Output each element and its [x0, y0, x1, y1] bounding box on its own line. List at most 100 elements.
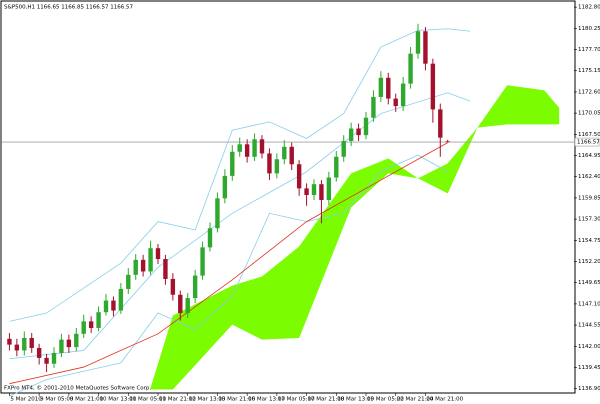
candle-body [363, 117, 369, 136]
y-tick-label: 1164.95 [578, 153, 600, 159]
x-tick-label: 19 Mar 05:00 [367, 397, 404, 403]
indicator-line [9, 142, 448, 385]
candle-body [200, 247, 205, 276]
candle-body [326, 177, 332, 200]
candle-body [282, 146, 287, 160]
candle-body [289, 146, 294, 165]
y-tick-label: 1142.00 [578, 344, 600, 350]
x-tick-label: 9 Mar 21:00 [70, 397, 104, 403]
x-tick-label: 16 Mar 13:00 [248, 397, 285, 403]
candle-body [415, 31, 421, 54]
candle-body [29, 337, 34, 348]
y-tick-label: 1157.30 [578, 217, 600, 223]
x-tick-label: 9 Mar 05:00 [40, 397, 74, 403]
candle-body [111, 300, 116, 311]
y-tick-label: 1147.10 [578, 301, 600, 307]
candle-body [334, 156, 339, 178]
candle-body [400, 83, 406, 107]
x-tick-label: 22 Mar 21:00 [397, 397, 434, 403]
candle-body [51, 352, 57, 364]
y-tick-label: 1159.85 [578, 195, 600, 201]
y-tick-label: 1144.55 [578, 323, 600, 329]
candle-body [155, 248, 161, 260]
x-tick-label: 18 Mar 13:00 [337, 397, 374, 403]
candle-body [304, 188, 309, 196]
y-tick-label: 1177.70 [578, 47, 600, 53]
indicator-line [9, 154, 448, 397]
y-tick-label: 1180.25 [578, 26, 600, 32]
candle-body [103, 300, 109, 313]
x-tick-label: 12 Mar 13:00 [189, 397, 226, 403]
chart-title: S&P500,H1 1166.65 1166.85 1166.57 1166.5… [4, 5, 133, 11]
candle-body [148, 248, 153, 272]
x-tick-label: 24 Mar 21:00 [426, 397, 463, 403]
candle-body [192, 275, 198, 299]
candle-body [319, 184, 324, 200]
x-tick-label: 11 Mar 05:00 [129, 397, 166, 403]
candle-body [423, 31, 428, 64]
y-tick-label: 1170.05 [578, 111, 600, 117]
candle-body [408, 53, 413, 84]
candle-body [259, 139, 265, 154]
y-tick-label: 1172.60 [578, 89, 600, 95]
candle-body [44, 357, 49, 364]
x-tick-label: 11 Mar 21:00 [159, 397, 196, 403]
candle-body [230, 151, 235, 176]
candle-body [74, 333, 79, 348]
copyright: FXPro MT4, © 2001-2010 MetaQuotes Softwa… [4, 385, 151, 392]
candle-body [14, 344, 20, 351]
y-tick-label: 1149.65 [578, 280, 600, 286]
y-tick-label: 1162.40 [578, 174, 600, 180]
x-tick-label: 17 Mar 21:00 [308, 397, 345, 403]
candle-body [170, 278, 176, 295]
x-tick-label: 17 Mar 05:00 [278, 397, 315, 403]
candle-body [88, 321, 94, 328]
candle-body [178, 294, 183, 314]
x-tick-label: 5 Mar 2010 [10, 397, 42, 403]
candle-body [371, 96, 376, 118]
candle-body [378, 77, 384, 97]
candle-body [66, 339, 72, 348]
indicator-line [9, 28, 471, 322]
x-tick-label: 10 Mar 13:00 [100, 397, 137, 403]
candle-body [348, 128, 354, 141]
y-tick-label: 1167.50 [578, 132, 600, 138]
y-tick-label: 1152.20 [578, 259, 600, 265]
indicator-line [9, 92, 471, 360]
candle-body [341, 140, 346, 157]
candle-body [36, 347, 42, 358]
y-tick-label: 1175.15 [578, 68, 600, 74]
candle-body [274, 159, 280, 174]
candle-body [126, 274, 131, 289]
candle-body [386, 77, 391, 99]
candle-body [140, 259, 146, 272]
y-tick-label: 1139.45 [578, 365, 600, 371]
x-tick-label: 15 Mar 21:00 [218, 397, 255, 403]
y-tick-label: 1182.80 [578, 5, 600, 11]
candle-body [22, 337, 27, 351]
candle-body [96, 312, 101, 328]
candle-body [237, 144, 242, 152]
candle-body [215, 198, 220, 229]
y-tick-label: 1154.75 [578, 238, 600, 244]
candle-body [393, 98, 398, 107]
current-price-label: 1166.57 [577, 140, 600, 146]
candle-body [267, 153, 272, 174]
candle-body [185, 298, 190, 314]
candle-body [163, 259, 168, 279]
candle-body [244, 144, 250, 157]
candle-body [81, 321, 86, 334]
candle-body [356, 128, 361, 136]
candle-body [311, 184, 317, 196]
candle-body [438, 109, 443, 138]
candle-body [118, 288, 124, 311]
candle-body [222, 175, 228, 199]
candle-body [445, 141, 450, 143]
candle-body [207, 228, 213, 248]
candle-body [430, 63, 436, 110]
ichimoku-cloud [150, 85, 560, 390]
candle-body [133, 259, 138, 275]
current-price-tag [574, 137, 600, 147]
y-tick-label: 1136.90 [578, 386, 600, 392]
